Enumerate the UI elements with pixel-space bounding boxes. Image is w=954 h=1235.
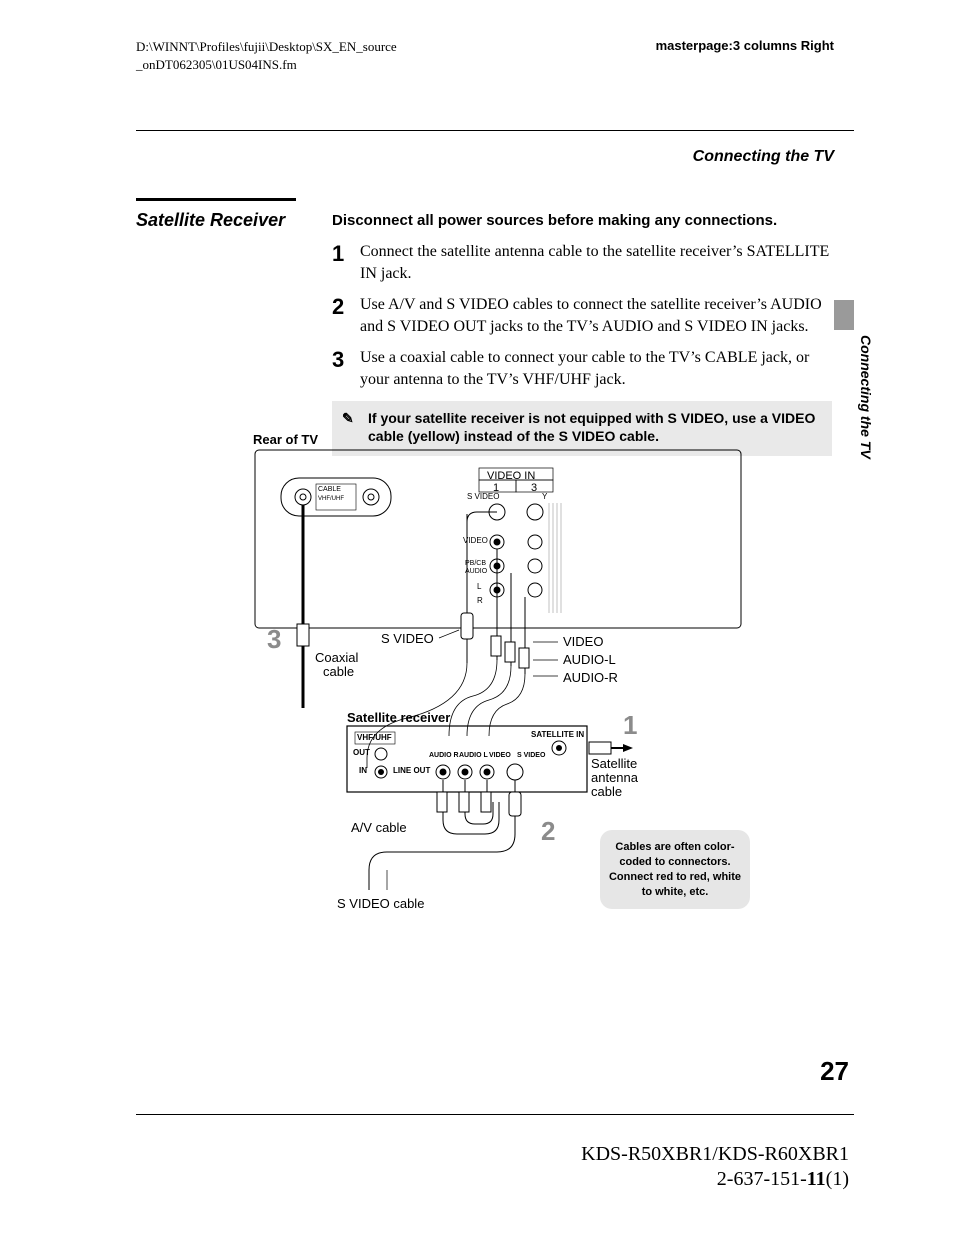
instructions-lead: Disconnect all power sources before maki… <box>332 212 832 229</box>
label-cable-port: CABLE <box>318 486 341 493</box>
footer-model: KDS-R50XBR1/KDS-R60XBR1 <box>581 1141 849 1167</box>
label-r-row: R <box>477 596 483 605</box>
step-1-number: 1 <box>332 241 360 265</box>
label-video: VIDEO <box>563 634 603 649</box>
label-audio-r-port: AUDIO R <box>429 752 459 759</box>
step-2-text: Use A/V and S VIDEO cables to connect th… <box>360 294 832 337</box>
label-coax-1: Coaxial <box>315 650 358 665</box>
left-heading-rule <box>136 198 296 201</box>
footer-rule <box>136 1114 854 1115</box>
note-text: If your satellite receiver is not equipp… <box>368 409 822 447</box>
step-2-number: 2 <box>332 294 360 318</box>
big-step-1: 1 <box>623 710 637 741</box>
label-sat-ant-2: antenna <box>591 770 638 785</box>
section-heading-right: Connecting the TV <box>693 148 834 166</box>
label-y: Y <box>542 492 547 501</box>
diagram-caption: Rear of TV <box>253 432 318 447</box>
debug-path-line1: D:\WINNT\Profiles\fujii\Desktop\SX_EN_so… <box>136 39 397 54</box>
label-svideo-hdr: S VIDEO <box>467 492 499 501</box>
left-heading: Satellite Receiver <box>136 210 285 231</box>
page: D:\WINNT\Profiles\fujii\Desktop\SX_EN_so… <box>0 0 954 1235</box>
label-audio-hdr: AUDIO <box>465 568 487 575</box>
tip-balloon: Cables are often color-coded to connecto… <box>600 830 750 909</box>
big-step-2: 2 <box>541 816 555 847</box>
label-svideo-cable: S VIDEO cable <box>337 896 424 911</box>
debug-path: D:\WINNT\Profiles\fujii\Desktop\SX_EN_so… <box>136 38 516 73</box>
label-sat-ant-1: Satellite <box>591 756 637 771</box>
instructions: Disconnect all power sources before maki… <box>332 212 832 456</box>
label-audio-l-port: AUDIO L <box>459 752 488 759</box>
step-3-number: 3 <box>332 347 360 371</box>
label-col3: 3 <box>531 482 537 494</box>
label-sat-ant-3: cable <box>591 784 622 799</box>
label-vhfuhf-port: VHF/UHF <box>318 496 344 502</box>
footer-doc-suffix: (1) <box>826 1168 849 1190</box>
footer-doc-prefix: 2-637-151- <box>717 1168 807 1190</box>
label-audio-l: AUDIO-L <box>563 652 616 667</box>
debug-path-line2: _onDT062305\01US04INS.fm <box>136 57 297 72</box>
step-3: 3 Use a coaxial cable to connect your ca… <box>332 347 832 390</box>
label-av-cable: A/V cable <box>351 820 407 835</box>
big-step-3: 3 <box>267 624 281 655</box>
label-in: IN <box>359 766 367 775</box>
label-sat-in: SATELLITE IN <box>531 730 584 739</box>
step-1-text: Connect the satellite antenna cable to t… <box>360 241 832 284</box>
step-3-text: Use a coaxial cable to connect your cabl… <box>360 347 832 390</box>
side-tab-text: Connecting the TV <box>858 335 874 459</box>
note-icon: ✎ <box>342 409 360 428</box>
label-video-in: VIDEO IN <box>487 470 535 482</box>
label-audio-r: AUDIO-R <box>563 670 618 685</box>
masterpage-label: masterpage:3 columns Right <box>656 38 834 53</box>
label-svideo: S VIDEO <box>381 631 434 646</box>
label-l-row: L <box>477 582 481 591</box>
page-number: 27 <box>820 1056 849 1087</box>
label-video-row: VIDEO <box>463 536 488 545</box>
step-1: 1 Connect the satellite antenna cable to… <box>332 241 832 284</box>
label-out: OUT <box>353 748 370 757</box>
label-line-out: LINE OUT <box>393 766 430 775</box>
header-rule <box>136 130 854 131</box>
label-video-port: VIDEO <box>489 752 511 759</box>
footer-doc-bold: 11 <box>807 1168 826 1190</box>
label-vhf-uhf: VHF/UHF <box>357 733 392 742</box>
label-coax-2: cable <box>323 664 354 679</box>
side-tab-block <box>834 300 854 330</box>
label-sat-receiver: Satellite receiver <box>347 710 450 725</box>
label-prpb: PB/CB <box>465 560 486 567</box>
step-2: 2 Use A/V and S VIDEO cables to connect … <box>332 294 832 337</box>
label-svideo-port: S VIDEO <box>517 752 545 759</box>
footer-doc: 2-637-151-11(1) <box>717 1168 849 1191</box>
